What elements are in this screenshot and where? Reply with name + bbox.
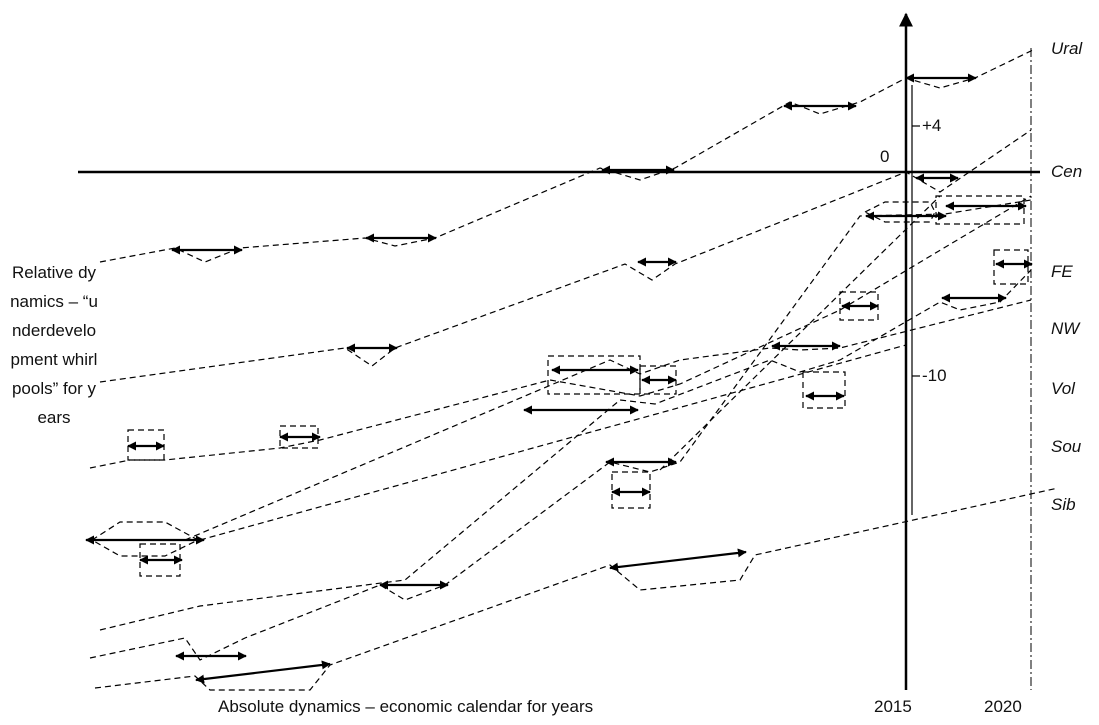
trajectory-sib <box>94 487 1059 691</box>
region-label-fe: FE <box>1051 262 1073 281</box>
year-tick-2020: 2020 <box>984 697 1022 716</box>
plus-marker-label: +4 <box>922 116 942 135</box>
region-label-cen: Cen <box>1051 162 1083 181</box>
region-label-sou: Sou <box>1051 437 1082 456</box>
whirlpool-box <box>611 471 651 509</box>
trajectory-vol <box>89 199 1032 661</box>
region-label-ural: Ural <box>1051 39 1083 58</box>
trajectory-fe <box>184 299 1032 541</box>
whirlpool-box <box>935 195 1025 225</box>
connector-line-2 <box>659 195 941 471</box>
minus-marker-label: -10 <box>922 366 947 385</box>
period-arrow <box>609 548 747 572</box>
region-label-sib: Sib <box>1051 495 1076 514</box>
y-axis-label: Relative dynamics – “underdevelopment wh… <box>10 263 98 427</box>
whirlpool-hexagon <box>863 201 936 223</box>
whirlpool-box <box>802 371 846 409</box>
x-axis-label: Absolute dynamics – economic calendar fo… <box>218 697 594 716</box>
origin-label: 0 <box>880 147 890 166</box>
trajectory-cen <box>99 129 1032 383</box>
whirlpool-box <box>547 355 641 395</box>
region-label-vol: Vol <box>1051 379 1075 398</box>
connector-line-1 <box>199 344 907 541</box>
trajectory-nw <box>89 195 1032 469</box>
period-arrow <box>195 660 331 684</box>
region-label-nw: NW <box>1051 319 1080 338</box>
trajectory-sou <box>99 269 1032 631</box>
year-tick-2015: 2015 <box>874 697 912 716</box>
trajectory-ural <box>99 49 1034 263</box>
